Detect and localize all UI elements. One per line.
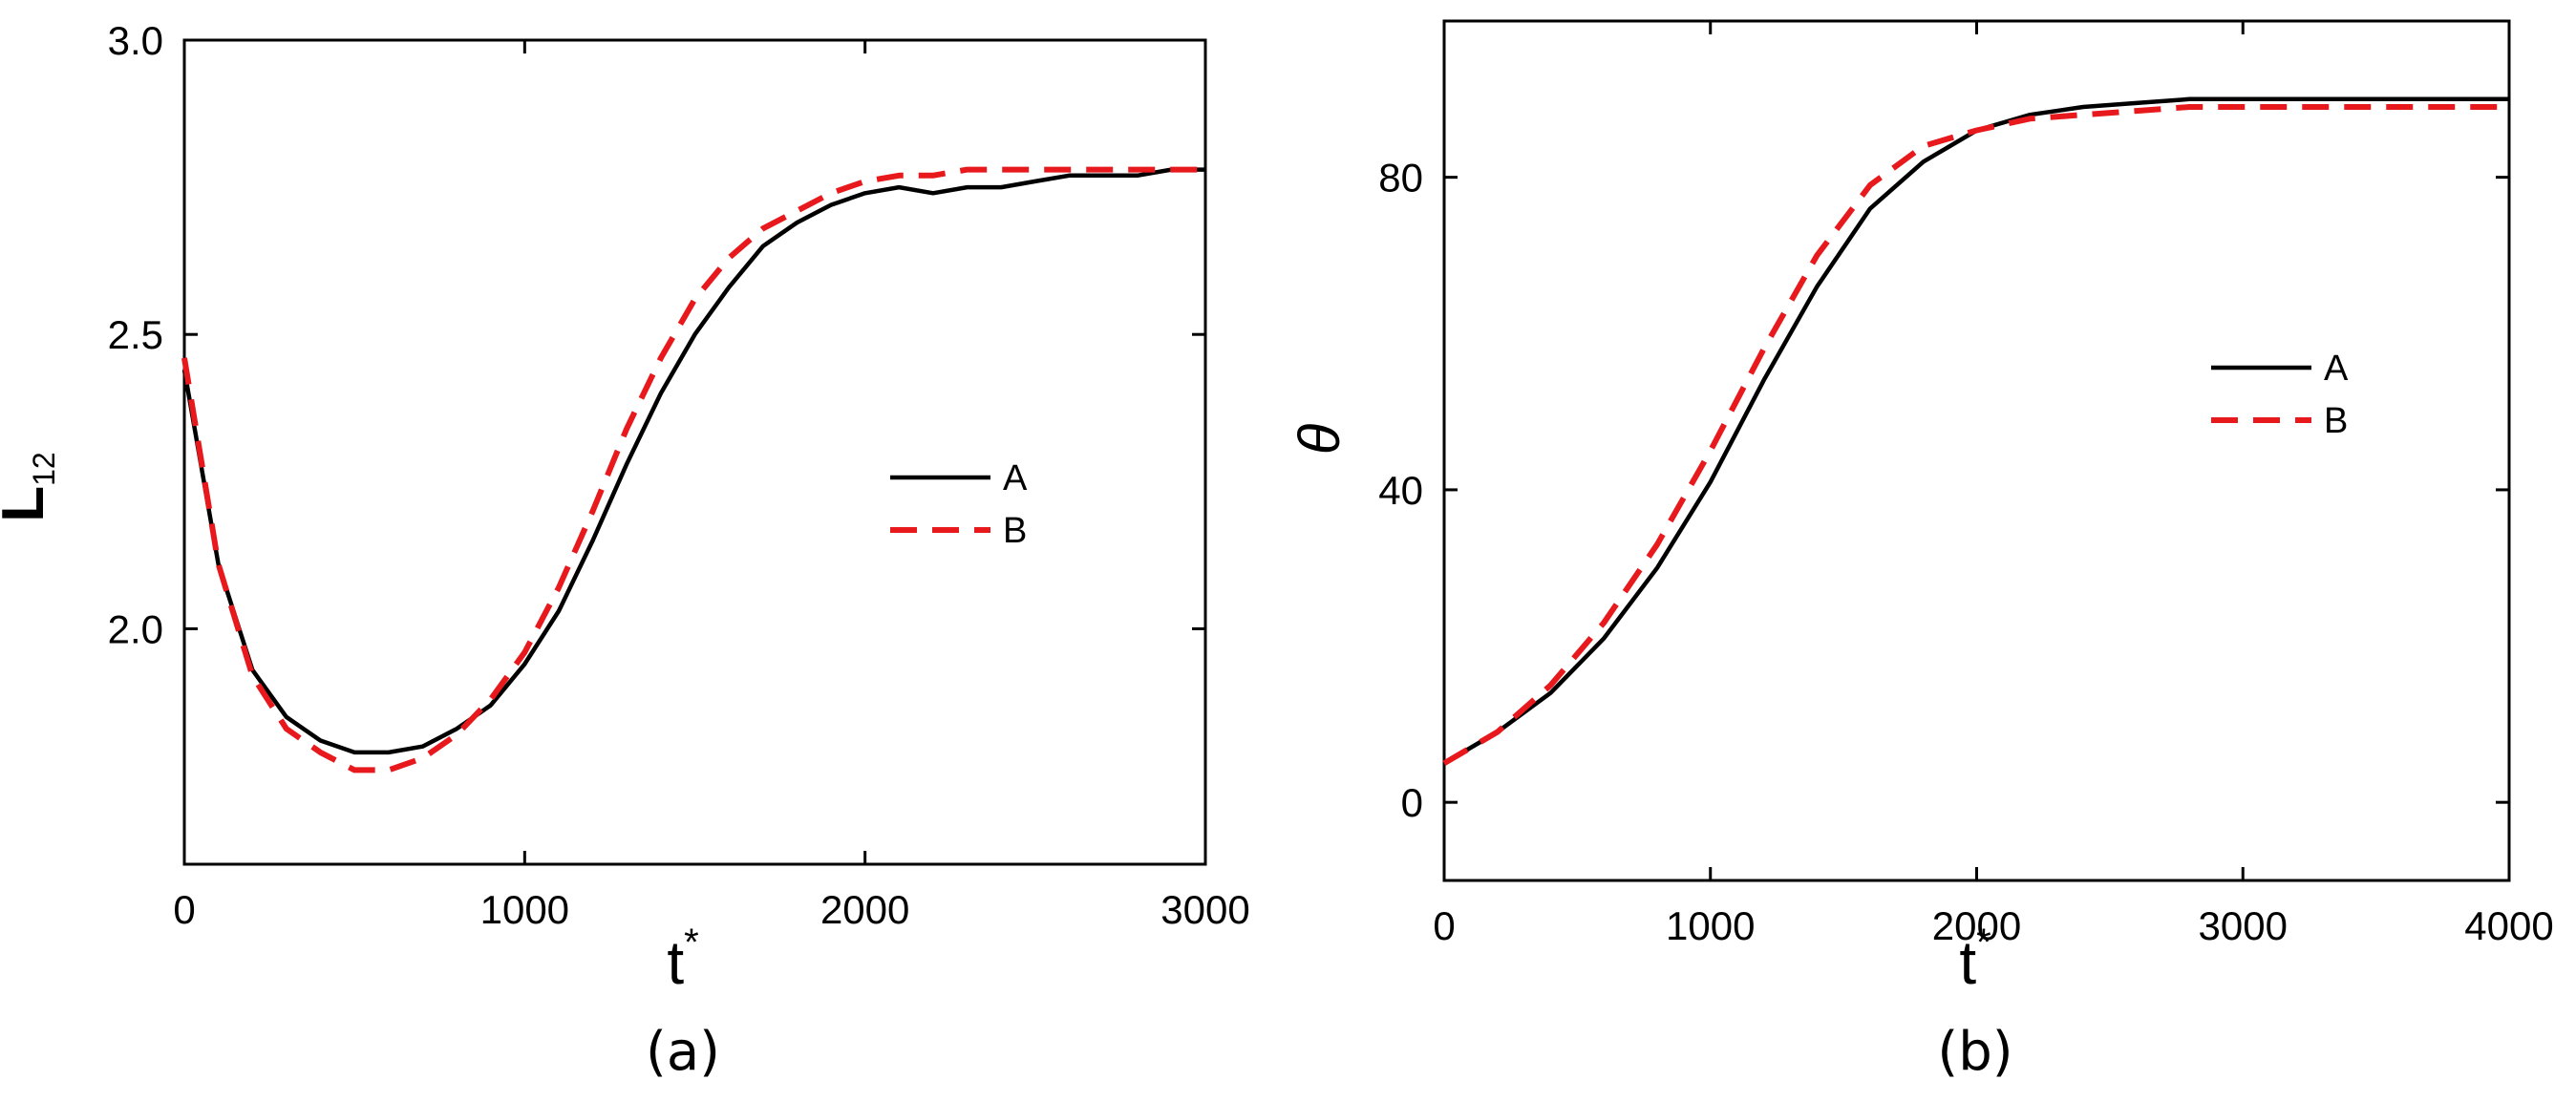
x-axis-label-main: t	[667, 928, 684, 997]
x-tick-label: 2000	[1932, 903, 2021, 948]
panel-caption: (a)	[646, 1021, 720, 1083]
series-line-a	[1442, 96, 2509, 766]
legend: AB	[2211, 349, 2349, 441]
series-line-a	[181, 167, 1205, 755]
y-tick-label: 0	[1401, 780, 1423, 825]
y-tick-label: 80	[1378, 156, 1423, 201]
legend-label-a: A	[2324, 349, 2349, 389]
x-axis-label: t*	[1959, 922, 1991, 997]
legend-label-b: B	[1003, 511, 1027, 551]
y-axis-label-main: L	[0, 486, 56, 522]
x-tick-label: 0	[173, 887, 195, 932]
legend: AB	[890, 458, 1028, 551]
plot-frame	[182, 38, 1207, 866]
y-tick-label: 3.0	[108, 18, 163, 63]
x-axis-label-main: t	[1959, 928, 1976, 997]
y-axis-label: θ	[1288, 423, 1352, 455]
y-tick-label: 2.0	[108, 606, 163, 651]
x-tick-label: 0	[1433, 903, 1455, 948]
x-axis-label-sup: *	[684, 922, 699, 964]
x-tick-label: 4000	[2464, 903, 2553, 948]
plot-frame	[1442, 19, 2511, 882]
series-line-b	[1442, 104, 2509, 766]
y-tick-label: 2.5	[108, 312, 163, 357]
legend-label-b: B	[2324, 401, 2348, 441]
x-tick-label: 3000	[1160, 887, 1249, 932]
x-tick-label: 1000	[480, 887, 569, 932]
series-line-b	[181, 166, 1205, 774]
y-tick-label: 40	[1378, 468, 1423, 513]
panel-caption: (b)	[1937, 1021, 2012, 1083]
x-axis-label: t*	[667, 922, 698, 997]
legend-label-a: A	[1003, 458, 1028, 498]
x-axis-label-sup: *	[1976, 922, 1991, 964]
x-tick-label: 2000	[820, 887, 909, 932]
y-axis-label: L12	[0, 452, 61, 521]
x-tick-label: 3000	[2199, 903, 2288, 948]
y-axis-label-sub: 12	[27, 452, 61, 486]
x-tick-label: 1000	[1666, 903, 1755, 948]
